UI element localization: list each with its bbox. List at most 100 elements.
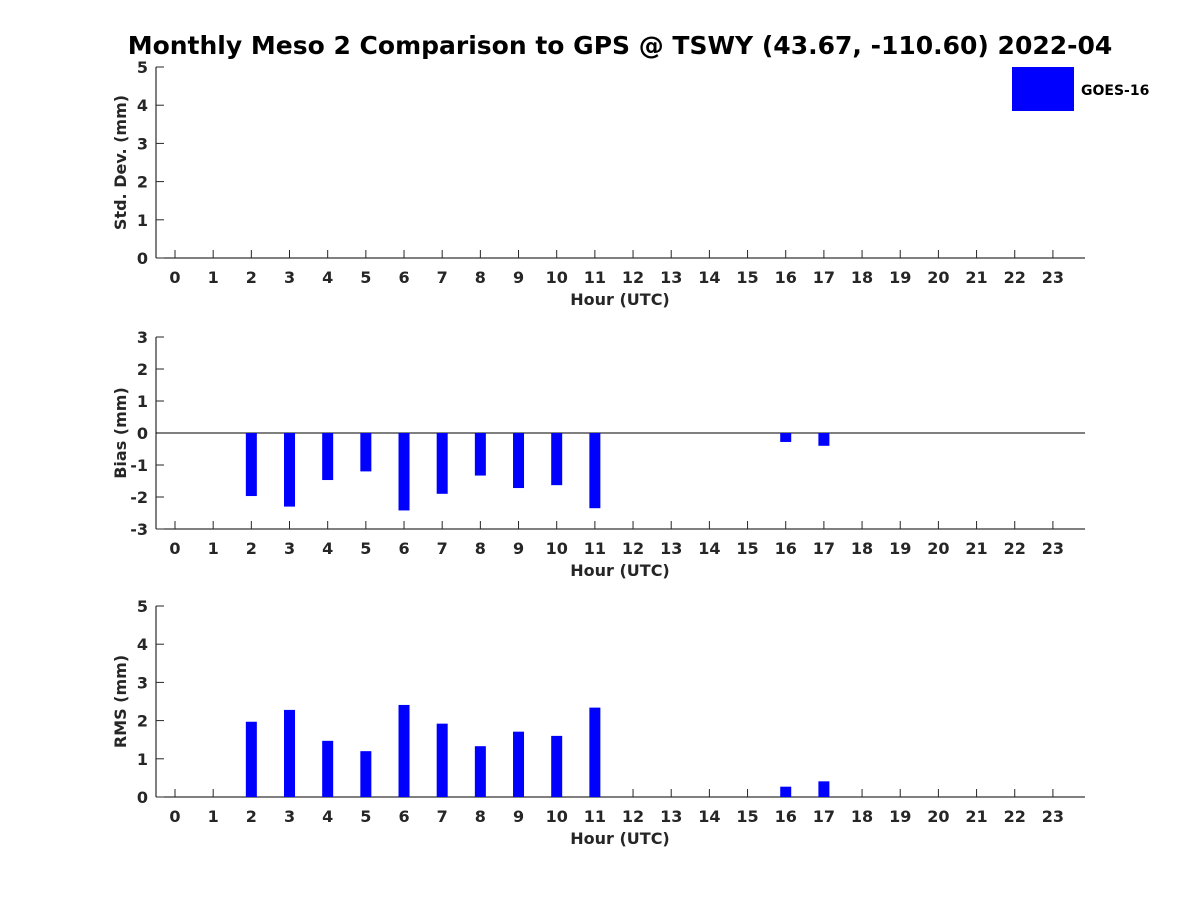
x-tick-label: 4	[322, 268, 333, 287]
y-tick-label: 3	[137, 134, 148, 153]
bar-hour-2	[245, 721, 257, 797]
x-tick-label: 19	[889, 268, 911, 287]
x-tick-label: 7	[437, 807, 448, 826]
x-tick-label: 1	[208, 268, 219, 287]
y-tick-label: 5	[137, 58, 148, 77]
x-axis-label: Hour (UTC)	[570, 290, 670, 309]
x-tick-label: 2	[246, 268, 257, 287]
x-tick-label: 7	[437, 268, 448, 287]
x-tick-label: 0	[169, 539, 180, 558]
x-tick-label: 16	[775, 539, 797, 558]
bar-hour-3	[284, 433, 296, 507]
bar-hour-9	[513, 433, 525, 489]
bar-hour-6	[398, 433, 410, 511]
x-tick-label: 12	[622, 807, 644, 826]
x-axis-label: Hour (UTC)	[570, 829, 670, 848]
x-tick-label: 8	[475, 539, 486, 558]
y-tick-label: 1	[137, 392, 148, 411]
y-tick-label: 4	[137, 96, 148, 115]
x-tick-label: 18	[851, 539, 873, 558]
bar-hour-7	[436, 433, 448, 494]
bar-hour-7	[436, 723, 448, 797]
x-tick-label: 18	[851, 268, 873, 287]
x-tick-label: 2	[246, 807, 257, 826]
y-tick-label: 2	[137, 712, 148, 731]
x-tick-label: 10	[546, 539, 568, 558]
x-tick-label: 16	[775, 268, 797, 287]
y-tick-label: 2	[137, 173, 148, 192]
bar-hour-10	[551, 433, 563, 486]
x-tick-label: 17	[813, 539, 835, 558]
bar-hour-6	[398, 704, 410, 797]
x-tick-label: 10	[546, 268, 568, 287]
y-axis-label: Bias (mm)	[111, 387, 130, 479]
bar-hour-17	[818, 433, 830, 446]
x-tick-label: 20	[927, 539, 949, 558]
x-tick-label: 13	[660, 539, 682, 558]
x-tick-label: 7	[437, 539, 448, 558]
x-tick-label: 22	[1004, 539, 1026, 558]
x-tick-label: 22	[1004, 268, 1026, 287]
bar-hour-8	[474, 433, 486, 476]
bar-hour-5	[360, 751, 372, 797]
legend: GOES-16	[1012, 67, 1149, 111]
x-tick-label: 15	[736, 539, 758, 558]
x-tick-label: 12	[622, 539, 644, 558]
y-tick-label: 4	[137, 635, 148, 654]
x-tick-label: 19	[889, 539, 911, 558]
x-tick-label: 10	[546, 807, 568, 826]
x-tick-label: 23	[1042, 268, 1064, 287]
x-tick-label: 4	[322, 807, 333, 826]
y-tick-label: 3	[137, 673, 148, 692]
x-tick-label: 3	[284, 539, 295, 558]
x-tick-label: 22	[1004, 807, 1026, 826]
bar-hour-3	[284, 709, 296, 797]
bar-hour-9	[513, 731, 525, 797]
x-tick-label: 6	[398, 268, 409, 287]
x-tick-label: 11	[584, 268, 606, 287]
y-tick-label: 5	[137, 597, 148, 616]
x-tick-label: 8	[475, 807, 486, 826]
x-tick-label: 11	[584, 539, 606, 558]
y-tick-label: -1	[130, 456, 148, 475]
x-tick-label: 14	[698, 268, 720, 287]
y-tick-label: 0	[137, 788, 148, 807]
bar-hour-17	[818, 781, 830, 797]
bar-hour-8	[474, 746, 486, 797]
x-tick-label: 21	[965, 268, 987, 287]
x-tick-label: 0	[169, 268, 180, 287]
y-tick-label: 2	[137, 360, 148, 379]
x-tick-label: 23	[1042, 539, 1064, 558]
y-tick-label: -3	[130, 520, 148, 539]
x-tick-label: 9	[513, 268, 524, 287]
x-tick-label: 20	[927, 268, 949, 287]
x-tick-label: 15	[736, 807, 758, 826]
x-tick-label: 6	[398, 807, 409, 826]
x-tick-label: 1	[208, 807, 219, 826]
x-tick-label: 11	[584, 807, 606, 826]
x-tick-label: 12	[622, 268, 644, 287]
x-tick-label: 16	[775, 807, 797, 826]
y-tick-label: -2	[130, 488, 148, 507]
x-tick-label: 15	[736, 268, 758, 287]
x-tick-label: 5	[360, 539, 371, 558]
x-tick-label: 21	[965, 539, 987, 558]
x-tick-label: 18	[851, 807, 873, 826]
x-tick-label: 2	[246, 539, 257, 558]
x-tick-label: 17	[813, 807, 835, 826]
x-tick-label: 1	[208, 539, 219, 558]
x-tick-label: 3	[284, 268, 295, 287]
legend-swatch	[1012, 67, 1074, 111]
x-tick-label: 9	[513, 807, 524, 826]
bar-hour-11	[589, 433, 601, 509]
x-tick-label: 23	[1042, 807, 1064, 826]
y-axis-label: Std. Dev. (mm)	[111, 95, 130, 230]
x-tick-label: 20	[927, 807, 949, 826]
x-tick-label: 3	[284, 807, 295, 826]
y-tick-label: 3	[137, 328, 148, 347]
x-tick-label: 0	[169, 807, 180, 826]
x-tick-label: 6	[398, 539, 409, 558]
x-tick-label: 21	[965, 807, 987, 826]
